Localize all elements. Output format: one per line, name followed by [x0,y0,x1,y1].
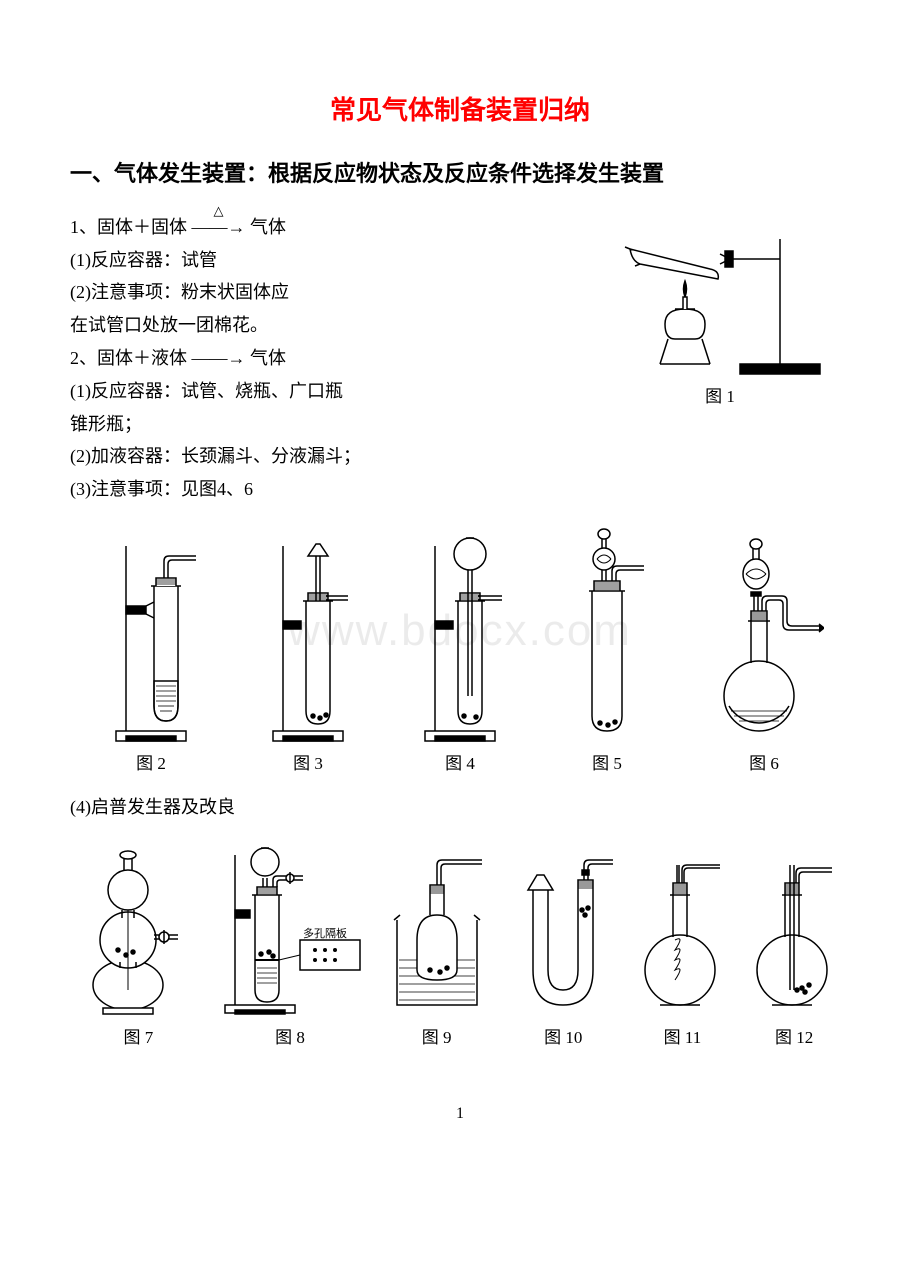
figure-9-block: 图 9 [382,840,492,1051]
item2-sub2: (2)加液容器：长颈漏斗、分液漏斗； [70,442,570,471]
figure-10-block: 图 10 [508,840,618,1051]
item1-sub2b: 在试管口处放一团棉花。 [70,311,570,340]
intro-text: 1、固体＋固体 △ ——→ 气体 (1)反应容器：试管 (2)注意事项：粉末状固… [70,209,570,508]
item1-sub1: (1)反应容器：试管 [70,246,570,275]
figure-12-block: 图 12 [747,840,842,1051]
figure-9-label: 图 9 [422,1024,452,1051]
figure-4-block: 图 4 [410,526,510,777]
arrow-delta: △ ——→ [192,213,246,242]
figure-9-diagram [382,840,492,1020]
figure-6-diagram [704,526,824,746]
figure-3-label: 图 3 [293,750,323,777]
figure-7-diagram [78,840,198,1020]
figure-4-diagram [410,526,510,746]
figure-2-block: 图 2 [96,526,206,777]
figure-5-block: 图 5 [562,526,652,777]
item4: (4)启普发生器及改良 [70,793,850,822]
figure-11-block: 图 11 [635,840,730,1051]
item2-sub1b: 锥形瓶； [70,410,570,439]
figure-10-label: 图 10 [544,1024,582,1051]
figure-2-diagram [96,526,206,746]
figure-11-diagram [635,840,730,1020]
figure-8-diagram: 多孔隔板 [215,840,365,1020]
intro-block: 1、固体＋固体 △ ——→ 气体 (1)反应容器：试管 (2)注意事项：粉末状固… [70,209,850,508]
figure-1-label: 图 1 [590,383,850,410]
figure-5-diagram [562,526,652,746]
item1-line1: 1、固体＋固体 △ ——→ 气体 [70,213,570,242]
item1-sub2: (2)注意事项：粉末状固体应 [70,278,570,307]
figure-7-block: 图 7 [78,840,198,1051]
figures-row-2: 图 7 [70,840,850,1051]
figure-7-label: 图 7 [123,1024,153,1051]
figure-2-label: 图 2 [136,750,166,777]
section-1-heading: 一、气体发生装置：根据反应物状态及反应条件选择发生装置 [70,156,850,191]
item2-sub3: (3)注意事项：见图4、6 [70,475,570,504]
figure-11-label: 图 11 [664,1024,702,1051]
figures-row-1: www.bdocx.com [70,526,850,777]
item1-prefix: 1、固体＋固体 [70,217,187,237]
item1-suffix: 气体 [250,217,286,237]
figure-3-diagram [258,526,358,746]
figure-6-block: 图 6 [704,526,824,777]
figure-1-block: 图 1 [590,209,850,410]
figure-12-diagram [747,840,842,1020]
item2-sub1: (1)反应容器：试管、烧瓶、广口瓶 [70,377,570,406]
figure-4-label: 图 4 [445,750,475,777]
figure-3-block: 图 3 [258,526,358,777]
page-title: 常见气体制备装置归纳 [70,90,850,132]
annotation-text: 多孔隔板 [303,926,347,940]
figure-1-diagram [590,209,840,379]
figure-8-block: 多孔隔板 图 8 [215,840,365,1051]
page-number: 1 [70,1101,850,1127]
figure-8-label: 图 8 [275,1024,305,1051]
item2-line1: 2、固体＋液体 ——→ 气体 [70,344,570,373]
figure-5-label: 图 5 [592,750,622,777]
delta-symbol: △ [192,201,246,222]
figure-6-label: 图 6 [749,750,779,777]
figure-12-label: 图 12 [775,1024,813,1051]
figure-10-diagram [508,840,618,1020]
